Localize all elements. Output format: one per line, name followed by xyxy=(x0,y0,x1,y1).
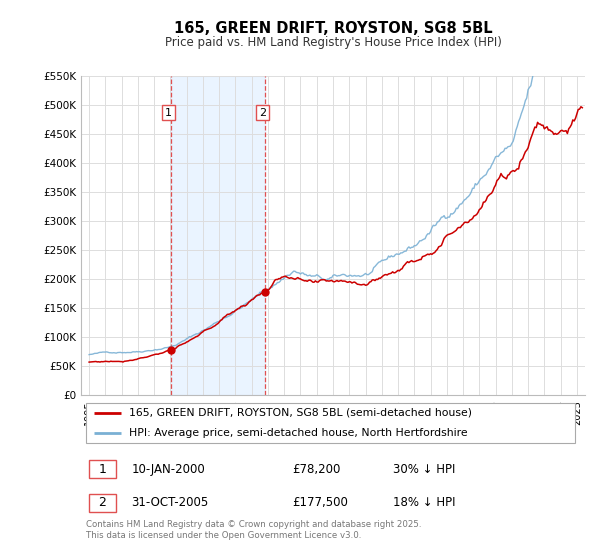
Text: 30% ↓ HPI: 30% ↓ HPI xyxy=(394,463,456,476)
Text: 165, GREEN DRIFT, ROYSTON, SG8 5BL: 165, GREEN DRIFT, ROYSTON, SG8 5BL xyxy=(173,21,493,36)
Text: 165, GREEN DRIFT, ROYSTON, SG8 5BL (semi-detached house): 165, GREEN DRIFT, ROYSTON, SG8 5BL (semi… xyxy=(129,408,472,418)
Text: 31-OCT-2005: 31-OCT-2005 xyxy=(131,496,209,509)
Text: 10-JAN-2000: 10-JAN-2000 xyxy=(131,463,205,476)
Text: 2: 2 xyxy=(98,496,106,509)
Text: 18% ↓ HPI: 18% ↓ HPI xyxy=(394,496,456,509)
Text: £177,500: £177,500 xyxy=(293,496,349,509)
Bar xyxy=(171,76,265,395)
FancyBboxPatch shape xyxy=(89,460,116,478)
Text: 1: 1 xyxy=(98,463,106,476)
FancyBboxPatch shape xyxy=(86,403,575,443)
Text: £78,200: £78,200 xyxy=(293,463,341,476)
FancyBboxPatch shape xyxy=(89,494,116,512)
Text: 2: 2 xyxy=(259,108,266,118)
Text: HPI: Average price, semi-detached house, North Hertfordshire: HPI: Average price, semi-detached house,… xyxy=(129,428,467,438)
Text: Price paid vs. HM Land Registry's House Price Index (HPI): Price paid vs. HM Land Registry's House … xyxy=(164,36,502,49)
Text: Contains HM Land Registry data © Crown copyright and database right 2025.
This d: Contains HM Land Registry data © Crown c… xyxy=(86,520,422,540)
Text: 1: 1 xyxy=(165,108,172,118)
